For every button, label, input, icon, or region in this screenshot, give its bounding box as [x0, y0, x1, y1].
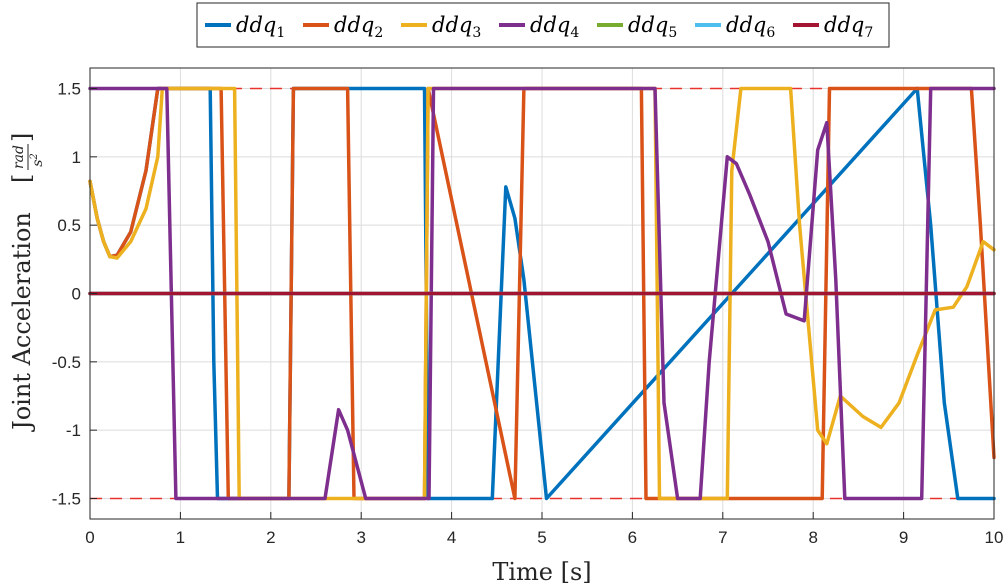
series-line-ddq2: [88, 86, 996, 501]
y-axis-label-main: Joint Acceleration: [8, 212, 36, 433]
x-tick-label: 5: [537, 528, 546, 547]
legend-entry-ddq5: ddq5: [628, 13, 677, 41]
series-line-ddq3: [88, 86, 996, 501]
tick-labels: 0 1 2 3 4 5 6 7 8 9 10 -1.5 -1 -0.5 0 0.5 1 1.5: [52, 80, 1004, 548]
y-axis-unit-bracket-left: [: [8, 174, 36, 183]
x-tick-label: 2: [266, 528, 275, 547]
x-tick-label: 6: [628, 528, 637, 547]
y-axis-label: Joint Acceleration [ rad s2 ]: [8, 133, 46, 433]
legend-entry-ddq1: ddq1: [236, 13, 285, 41]
legend: ddq1 ddq2 ddq3 ddq4 ddq5 ddq6 ddq7: [196, 2, 890, 48]
legend-entry-ddq7: ddq7: [824, 13, 873, 41]
series-group: [88, 86, 996, 501]
series-line-ddq4: [88, 86, 996, 501]
legend-entry-ddq4: ddq4: [530, 13, 579, 41]
y-tick-label: -0.5: [52, 353, 81, 372]
x-tick-label: 8: [808, 528, 817, 547]
y-axis-unit-denominator: s2: [29, 153, 46, 167]
legend-entry-ddq2: ddq2: [334, 13, 383, 41]
y-tick-label: 1: [72, 148, 81, 167]
y-tick-label: 1.5: [57, 80, 81, 99]
y-tick-label: -1.5: [52, 490, 81, 509]
x-tick-label: 9: [899, 528, 908, 547]
x-tick-label: 0: [85, 528, 94, 547]
x-tick-label: 3: [356, 528, 365, 547]
x-tick-label: 10: [985, 528, 1004, 547]
x-tick-label: 4: [447, 528, 456, 547]
y-axis-unit-numerator: rad: [11, 145, 27, 169]
legend-entry-ddq3: ddq3: [432, 13, 481, 41]
y-tick-label: 0.5: [57, 216, 81, 235]
y-tick-label: 0: [72, 285, 81, 304]
x-tick-label: 1: [176, 528, 185, 547]
y-axis-unit-bracket-right: ]: [8, 133, 36, 142]
y-tick-label: -1: [66, 421, 81, 440]
legend-entry-ddq6: ddq6: [726, 13, 775, 41]
x-tick-label: 7: [718, 528, 727, 547]
x-axis-label: Time [s]: [492, 558, 591, 586]
